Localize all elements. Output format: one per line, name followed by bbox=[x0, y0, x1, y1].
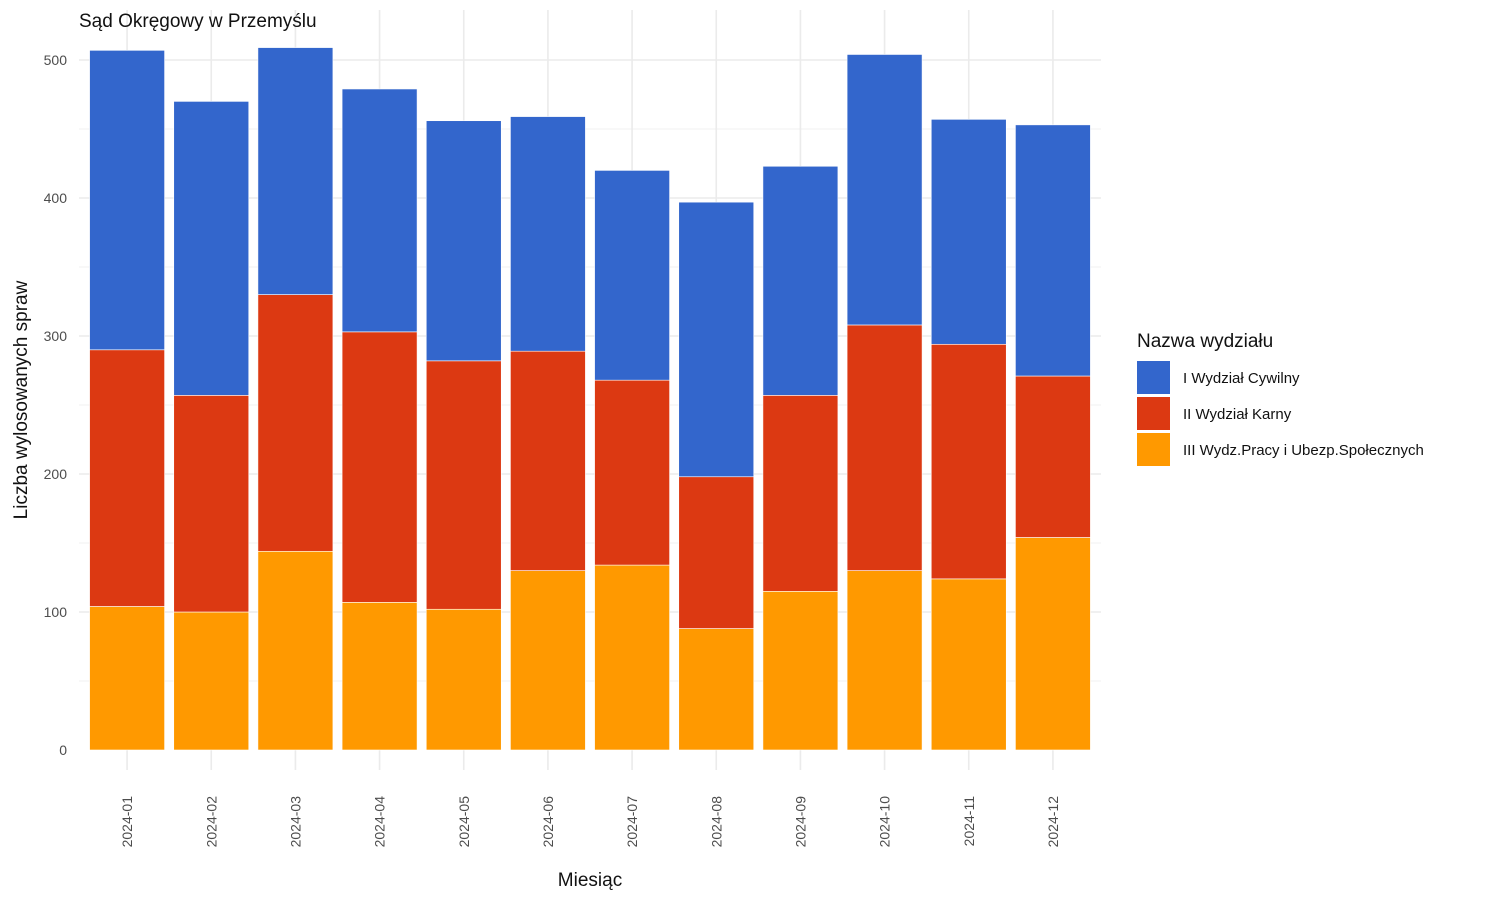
bar-segment bbox=[930, 343, 1007, 580]
bar-segment bbox=[678, 201, 755, 478]
bar-segment bbox=[341, 331, 418, 603]
y-tick-label: 300 bbox=[44, 328, 68, 344]
bar-segment bbox=[762, 165, 839, 396]
x-axis-title: Miesiąc bbox=[558, 870, 622, 891]
legend-title: Nazwa wydziału bbox=[1137, 331, 1273, 352]
bars bbox=[89, 47, 1091, 751]
bar-segment bbox=[846, 570, 923, 751]
x-tick-label: 2024-01 bbox=[119, 796, 135, 848]
bar-segment bbox=[762, 395, 839, 592]
bar-segment bbox=[846, 54, 923, 326]
bar-segment bbox=[173, 101, 250, 396]
bar-segment bbox=[510, 570, 586, 751]
bar-segment bbox=[930, 119, 1007, 345]
y-tick-label: 500 bbox=[44, 52, 68, 68]
bar-segment bbox=[425, 360, 502, 610]
x-tick-label: 2024-09 bbox=[792, 796, 808, 848]
y-axis-ticks: 0 100 200 300 400 500 bbox=[44, 52, 68, 758]
bar-segment bbox=[510, 350, 586, 571]
x-tick-label: 2024-05 bbox=[456, 796, 472, 848]
bar-segment bbox=[678, 476, 755, 629]
x-tick-label: 2024-12 bbox=[1045, 796, 1061, 848]
x-axis-ticks: 2024-01 2024-02 2024-03 2024-04 2024-05 2024-… bbox=[119, 796, 1061, 848]
legend-label: II Wydział Karny bbox=[1183, 406, 1292, 423]
y-tick-label: 200 bbox=[44, 466, 68, 482]
bar-segment bbox=[846, 324, 923, 571]
bar-segment bbox=[594, 564, 670, 751]
legend-label: I Wydział Cywilny bbox=[1183, 370, 1300, 387]
bar-segment bbox=[89, 50, 165, 351]
bar-segment bbox=[1015, 537, 1091, 751]
x-tick-label: 2024-03 bbox=[287, 796, 303, 848]
bar-segment bbox=[257, 294, 334, 552]
legend: Nazwa wydziału I Wydział Cywilny II Wydzi… bbox=[1137, 331, 1424, 466]
y-tick-label: 0 bbox=[59, 742, 67, 758]
bar-segment bbox=[341, 602, 418, 751]
bar-segment bbox=[257, 47, 334, 295]
chart-title: Sąd Okręgowy w Przemyślu bbox=[79, 11, 317, 32]
x-tick-label: 2024-11 bbox=[961, 796, 977, 847]
x-tick-label: 2024-04 bbox=[372, 796, 388, 848]
bar-segment bbox=[1015, 375, 1091, 538]
bar-segment bbox=[425, 608, 502, 751]
bar-segment bbox=[341, 88, 418, 333]
legend-swatch bbox=[1137, 397, 1170, 430]
bar-segment bbox=[89, 349, 165, 607]
x-tick-label: 2024-07 bbox=[624, 796, 640, 848]
x-tick-label: 2024-10 bbox=[877, 796, 893, 848]
bar-segment bbox=[173, 611, 250, 751]
legend-swatch bbox=[1137, 433, 1170, 466]
y-tick-label: 400 bbox=[44, 190, 68, 206]
legend-swatch bbox=[1137, 361, 1170, 394]
x-tick-label: 2024-02 bbox=[203, 796, 219, 848]
bar-segment bbox=[678, 628, 755, 751]
bar-segment bbox=[425, 120, 502, 362]
bar-segment bbox=[510, 116, 586, 352]
bar-segment bbox=[1015, 124, 1091, 377]
x-tick-label: 2024-06 bbox=[540, 796, 556, 848]
bar-segment bbox=[594, 170, 670, 381]
bar-segment bbox=[257, 550, 334, 751]
x-tick-label: 2024-08 bbox=[708, 796, 724, 848]
bar-segment bbox=[173, 395, 250, 613]
bar-segment bbox=[930, 578, 1007, 751]
bar-segment bbox=[594, 379, 670, 566]
y-tick-label: 100 bbox=[44, 604, 68, 620]
y-axis-title: Liczba wylosowanych spraw bbox=[11, 280, 32, 519]
legend-label: III Wydz.Pracy i Ubezp.Społecznych bbox=[1183, 442, 1424, 459]
bar-segment bbox=[89, 606, 165, 751]
bar-segment bbox=[762, 590, 839, 751]
